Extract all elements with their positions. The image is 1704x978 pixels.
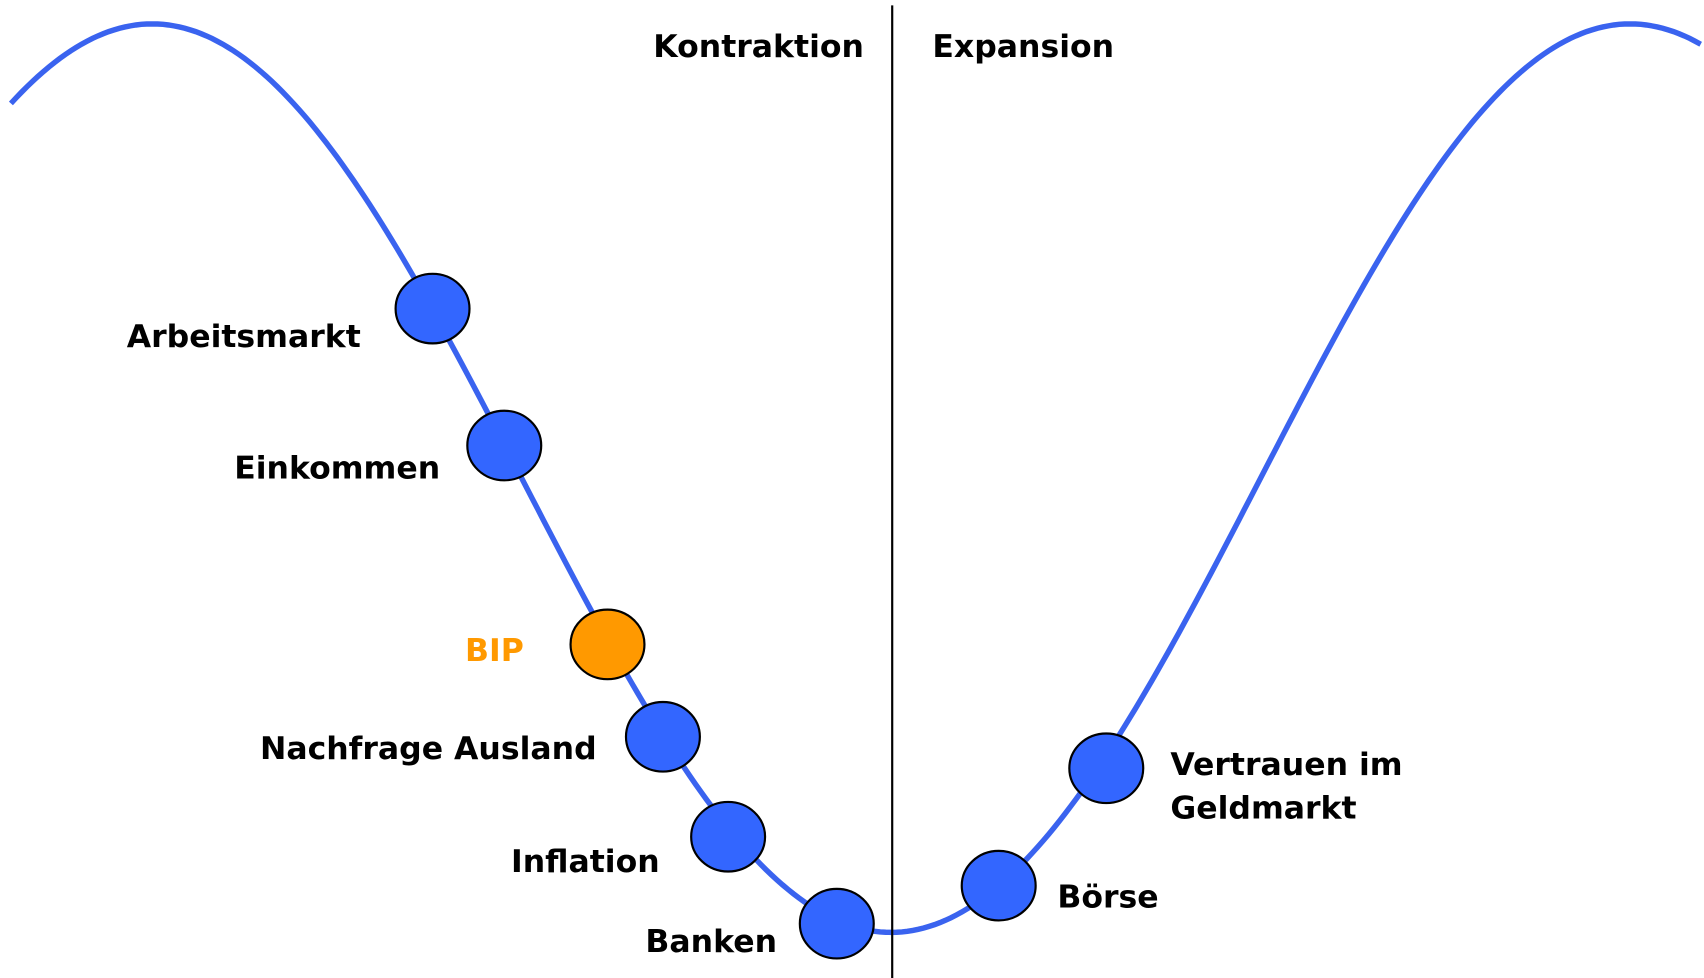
node-circle — [1068, 732, 1145, 805]
node-circle — [798, 887, 875, 960]
node-label: Vertrauen im — [1170, 747, 1402, 783]
node-circle — [466, 409, 543, 482]
node-label: Nachfrage Ausland — [260, 731, 597, 767]
node-circle — [569, 608, 646, 681]
node-label: Geldmarkt — [1170, 791, 1356, 827]
node-label: BIP — [465, 633, 524, 669]
node-label: Banken — [645, 924, 777, 960]
phase-label: Kontraktion — [653, 29, 864, 65]
node-label: Arbeitsmarkt — [127, 319, 361, 355]
node-label: Inflation — [511, 844, 660, 880]
node-circle — [624, 700, 701, 773]
node-label: Börse — [1057, 880, 1158, 916]
node-circle — [960, 849, 1037, 922]
node-circle — [690, 800, 767, 873]
nodes: Arbeitsmarkt Einkommen BIP Nachfrage Auslan… — [127, 272, 1403, 960]
phase-label: Expansion — [932, 29, 1114, 65]
node-circle — [394, 272, 471, 345]
node-label: Einkommen — [234, 450, 440, 486]
